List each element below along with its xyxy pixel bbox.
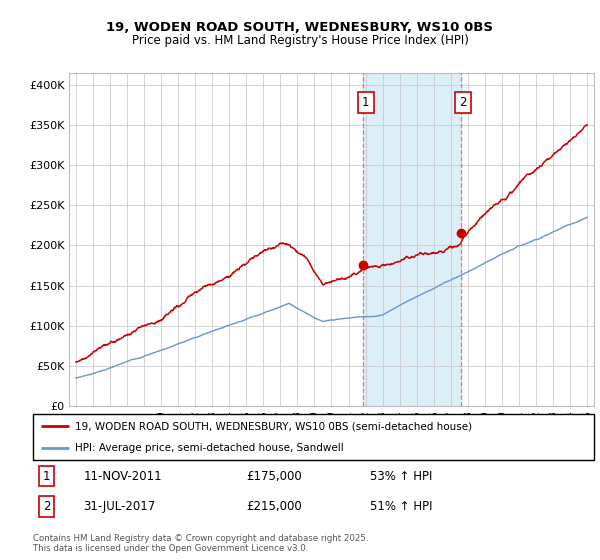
Text: 19, WODEN ROAD SOUTH, WEDNESBURY, WS10 0BS (semi-detached house): 19, WODEN ROAD SOUTH, WEDNESBURY, WS10 0… — [75, 421, 472, 431]
Text: 1: 1 — [362, 96, 370, 109]
Text: 1: 1 — [43, 469, 50, 483]
Text: £215,000: £215,000 — [246, 500, 302, 513]
Text: Price paid vs. HM Land Registry's House Price Index (HPI): Price paid vs. HM Land Registry's House … — [131, 34, 469, 46]
Text: 51% ↑ HPI: 51% ↑ HPI — [370, 500, 432, 513]
Text: 11-NOV-2011: 11-NOV-2011 — [83, 469, 162, 483]
Text: HPI: Average price, semi-detached house, Sandwell: HPI: Average price, semi-detached house,… — [75, 444, 344, 454]
Bar — [363, 73, 461, 406]
Text: 2: 2 — [460, 96, 467, 109]
Text: £175,000: £175,000 — [246, 469, 302, 483]
Text: 19, WODEN ROAD SOUTH, WEDNESBURY, WS10 0BS: 19, WODEN ROAD SOUTH, WEDNESBURY, WS10 0… — [107, 21, 493, 34]
Text: Contains HM Land Registry data © Crown copyright and database right 2025.
This d: Contains HM Land Registry data © Crown c… — [33, 534, 368, 553]
Text: 31-JUL-2017: 31-JUL-2017 — [83, 500, 156, 513]
Text: 53% ↑ HPI: 53% ↑ HPI — [370, 469, 432, 483]
Text: 2: 2 — [43, 500, 50, 513]
